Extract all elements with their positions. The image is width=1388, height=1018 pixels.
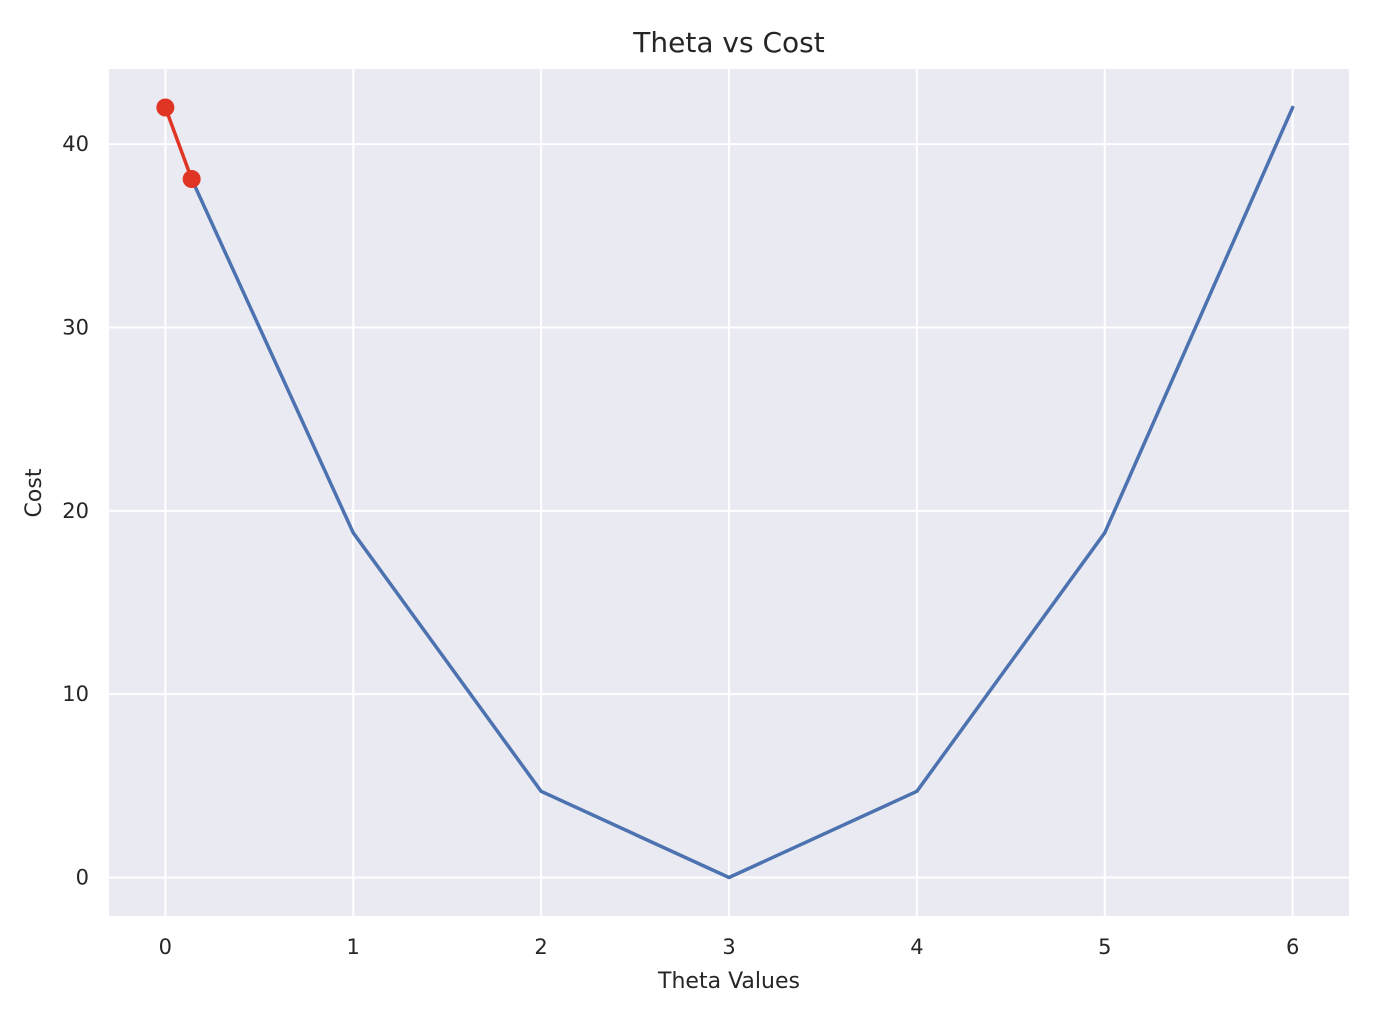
chart-title: Theta vs Cost (632, 26, 824, 59)
series-line-1 (189, 105, 1295, 880)
x-tick-label: 2 (534, 935, 547, 959)
y-tick-label: 10 (62, 682, 89, 706)
y-tick-label: 40 (62, 132, 89, 156)
series-point-2 (156, 98, 175, 117)
x-tick-label: 0 (159, 935, 172, 959)
tick-labels: 0 1 2 3 4 5 6 0 10 20 30 40 (62, 132, 1299, 959)
grid-lines (109, 69, 1349, 916)
x-tick-label: 1 (347, 935, 360, 959)
x-tick-label: 6 (1286, 935, 1299, 959)
series-line-2 (163, 105, 194, 181)
y-tick-label: 30 (62, 316, 89, 340)
x-tick-label: 3 (722, 935, 735, 959)
series-point-2 (182, 170, 201, 188)
y-tick-label: 0 (76, 866, 89, 890)
y-axis-label: Cost (22, 468, 47, 517)
y-tick-label: 20 (62, 499, 89, 523)
series-layer (156, 98, 1295, 880)
x-axis-label: Theta Values (657, 969, 800, 994)
x-tick-label: 5 (1098, 935, 1111, 959)
x-tick-label: 4 (910, 935, 923, 959)
